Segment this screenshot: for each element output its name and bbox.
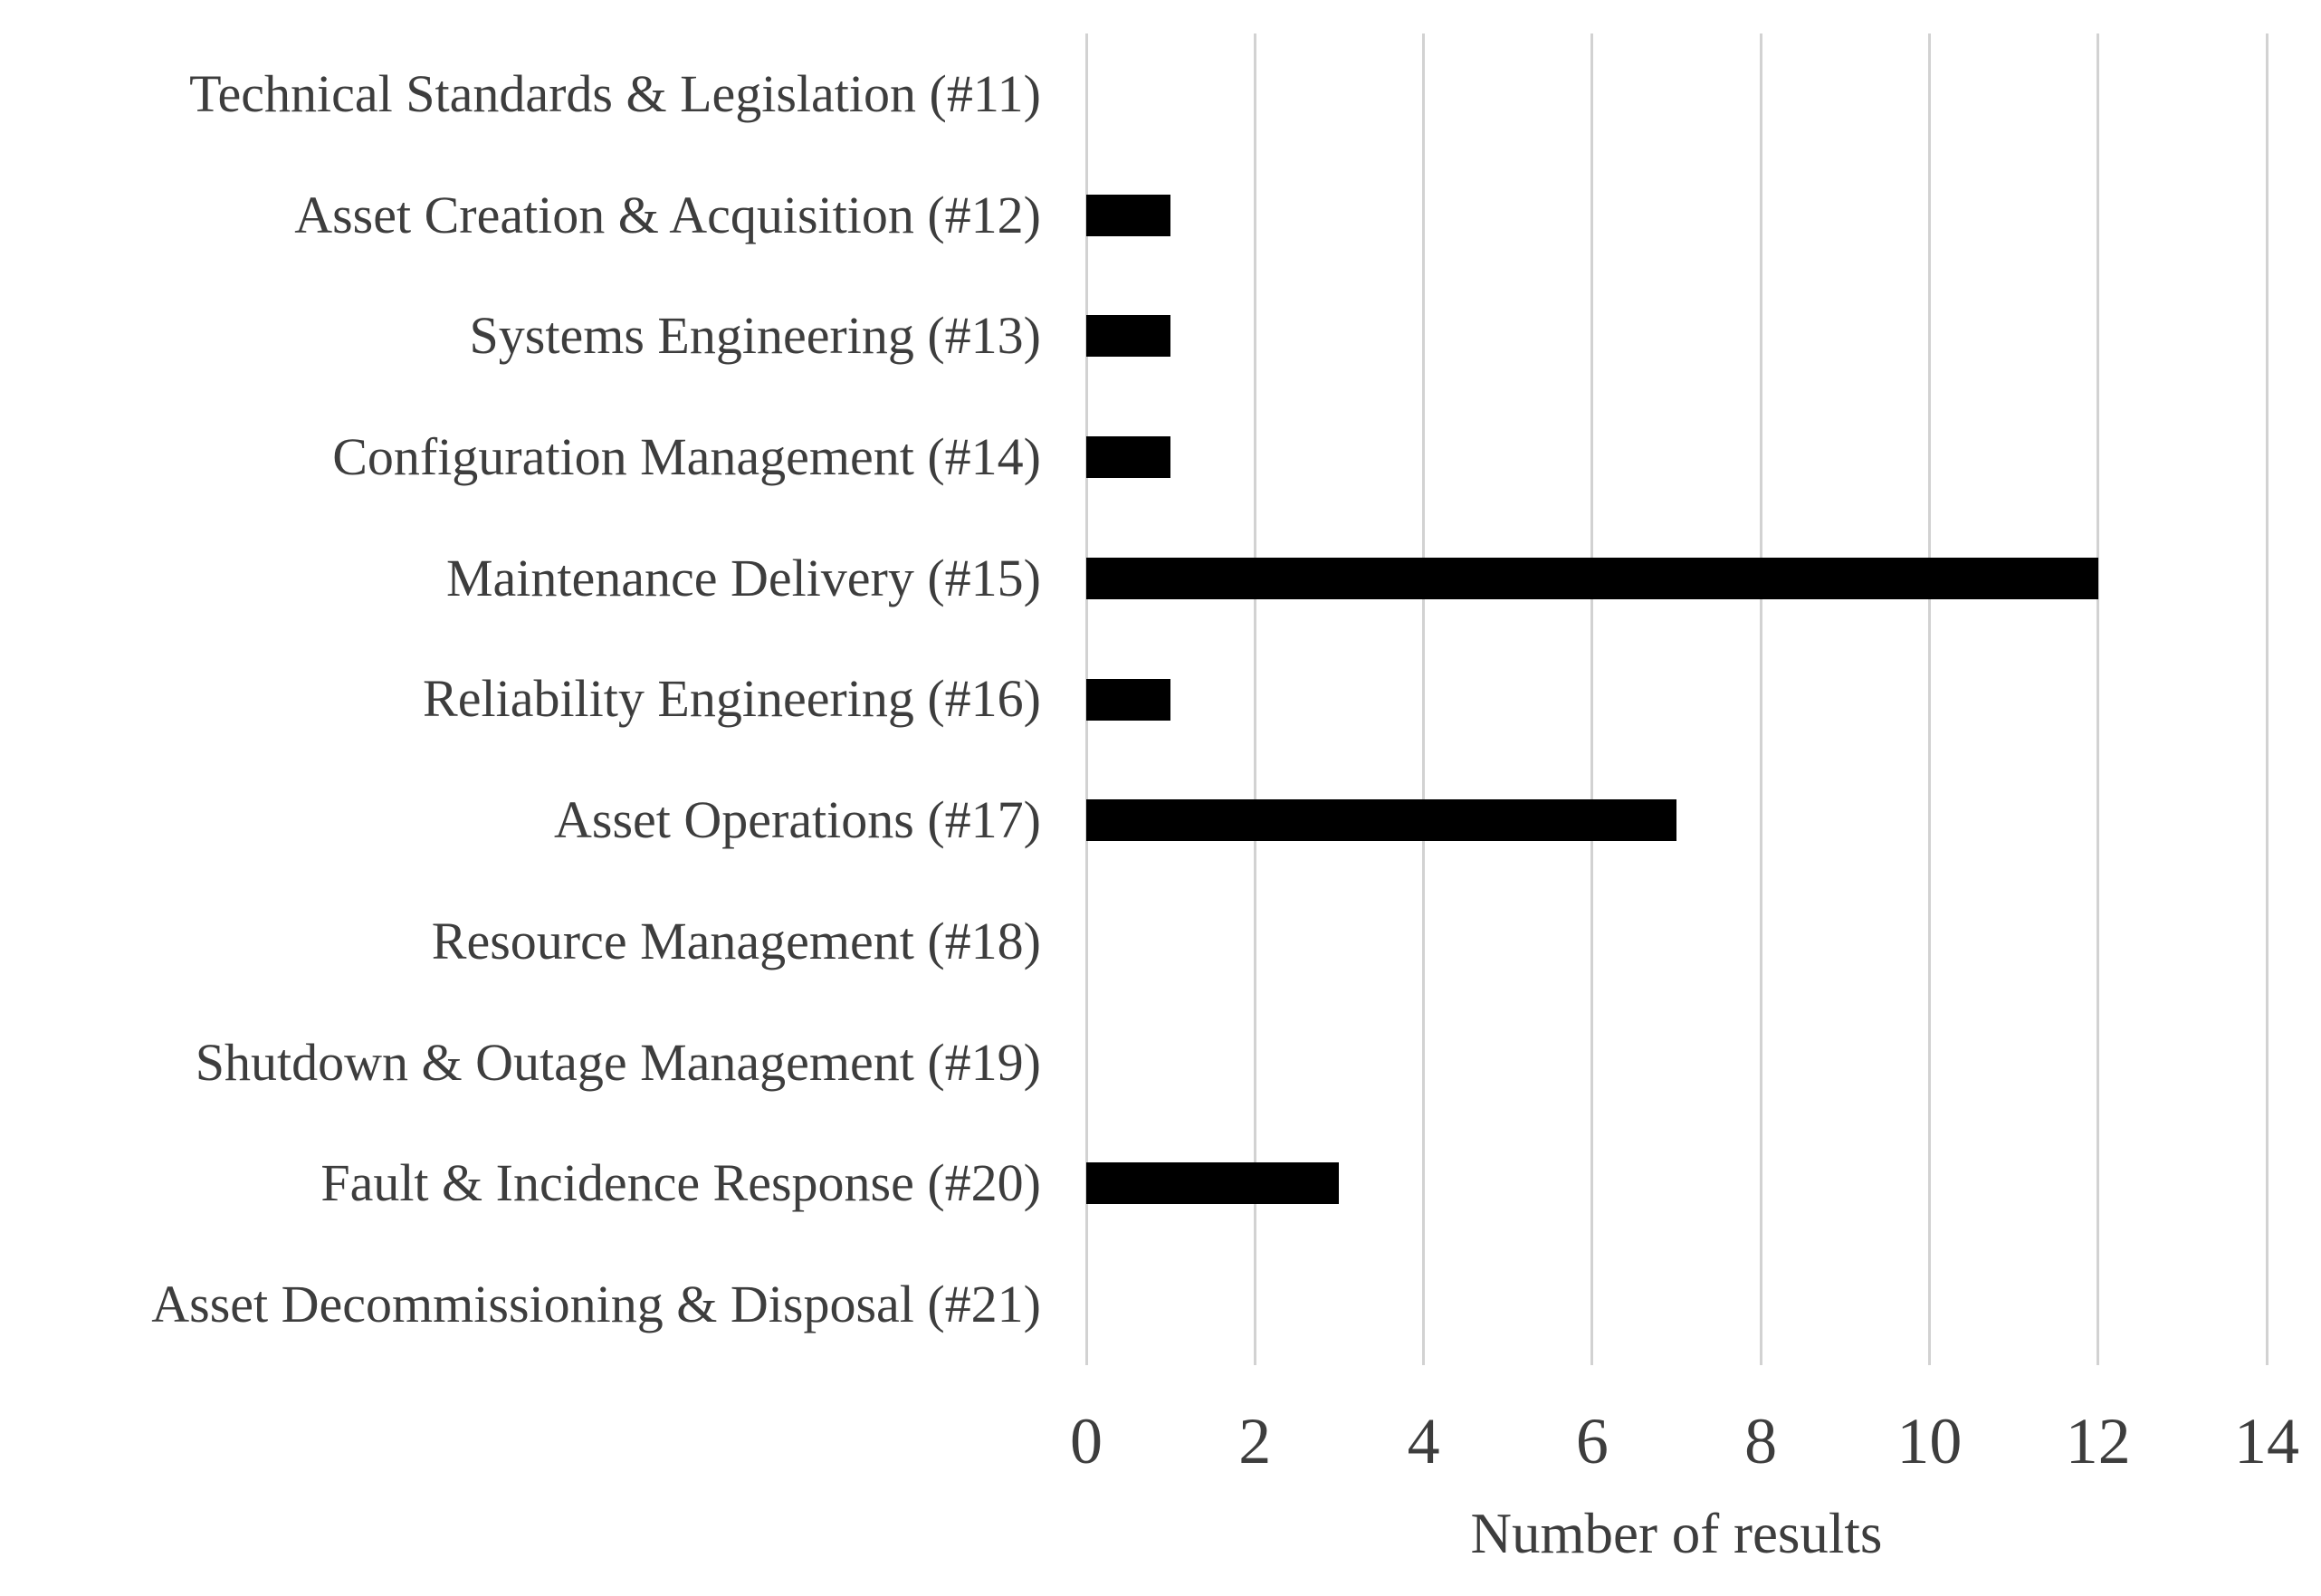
gridline	[1590, 33, 1594, 1365]
category-label: Asset Operations (#17)	[553, 790, 1041, 850]
x-tick-label: 6	[1575, 1405, 1609, 1477]
bar	[1086, 436, 1171, 479]
gridline	[1422, 33, 1426, 1365]
category-label: Systems Engineering (#13)	[469, 306, 1041, 366]
gridline	[2265, 33, 2268, 1365]
x-tick-label: 4	[1407, 1405, 1440, 1477]
x-tick-label: 8	[1744, 1405, 1778, 1477]
x-tick-label: 12	[2065, 1405, 2131, 1477]
category-label: Configuration Management (#14)	[332, 427, 1041, 487]
bar	[1086, 194, 1171, 236]
category-label: Technical Standards & Legislation (#11)	[189, 63, 1041, 123]
category-label: Reliability Engineering (#16)	[423, 669, 1041, 729]
x-tick-label: 2	[1238, 1405, 1272, 1477]
bar	[1086, 678, 1171, 721]
x-tick-label: 14	[2234, 1405, 2299, 1477]
x-tick-label: 0	[1070, 1405, 1103, 1477]
bar	[1086, 1162, 1340, 1205]
gridline	[1927, 33, 1931, 1365]
category-label: Asset Creation & Acquisition (#12)	[294, 185, 1041, 244]
x-tick-label: 10	[1896, 1405, 1963, 1477]
bar	[1086, 799, 1676, 842]
category-label: Asset Decommissioning & Disposal (#21)	[151, 1275, 1041, 1334]
x-axis-title: Number of results	[1470, 1502, 1883, 1565]
category-label: Fault & Incidence Response (#20)	[320, 1153, 1041, 1213]
category-label: Shutdown & Outage Management (#19)	[195, 1032, 1041, 1092]
gridline	[1253, 33, 1256, 1365]
gridline	[2097, 33, 2100, 1365]
category-label: Resource Management (#18)	[431, 911, 1041, 970]
bar	[1086, 557, 2098, 599]
category-label: Maintenance Delivery (#15)	[445, 548, 1041, 607]
gridline	[1759, 33, 1762, 1365]
bar	[1086, 315, 1171, 358]
